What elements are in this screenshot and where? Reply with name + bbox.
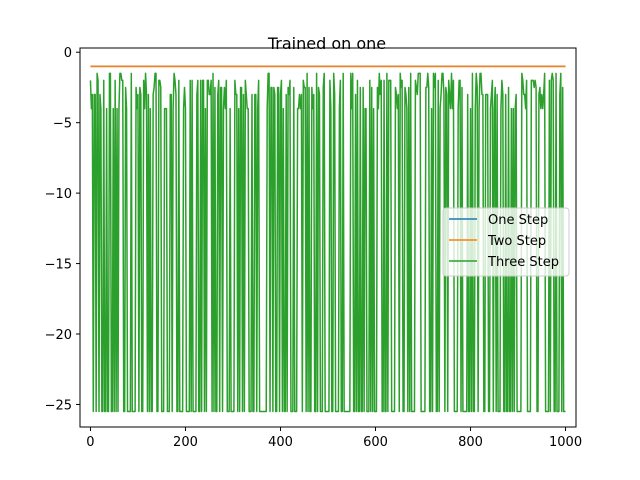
legend-label-one-step: One Step bbox=[488, 213, 548, 228]
y-tick-label: −15 bbox=[45, 258, 72, 273]
legend-label-two-step: Two Step bbox=[487, 234, 546, 249]
legend: One Step Two Step Three Step bbox=[442, 207, 570, 277]
y-axis: 0 −5 −10 −15 −20 −25 bbox=[45, 46, 80, 413]
x-tick-label: 600 bbox=[363, 435, 388, 450]
x-tick-label: 0 bbox=[86, 435, 94, 450]
x-tick-label: 1000 bbox=[549, 435, 582, 450]
x-tick-label: 400 bbox=[268, 435, 293, 450]
chart-title: Trained on one bbox=[267, 34, 386, 53]
plot-frame bbox=[79, 47, 577, 428]
y-tick-label: −20 bbox=[45, 328, 72, 343]
y-tick-label: 0 bbox=[64, 46, 72, 61]
y-tick-label: −5 bbox=[53, 117, 72, 132]
y-tick-label: −10 bbox=[45, 187, 72, 202]
y-tick-label: −25 bbox=[45, 398, 72, 413]
legend-box bbox=[442, 207, 570, 277]
plot-content bbox=[89, 65, 566, 413]
x-tick-label: 800 bbox=[458, 435, 483, 450]
x-tick-label: 200 bbox=[173, 435, 198, 450]
series-line-three-step bbox=[89, 72, 566, 413]
x-axis: 0 200 400 600 800 1000 bbox=[86, 427, 582, 450]
series-lines bbox=[89, 65, 566, 413]
legend-label-three-step: Three Step bbox=[487, 255, 559, 270]
